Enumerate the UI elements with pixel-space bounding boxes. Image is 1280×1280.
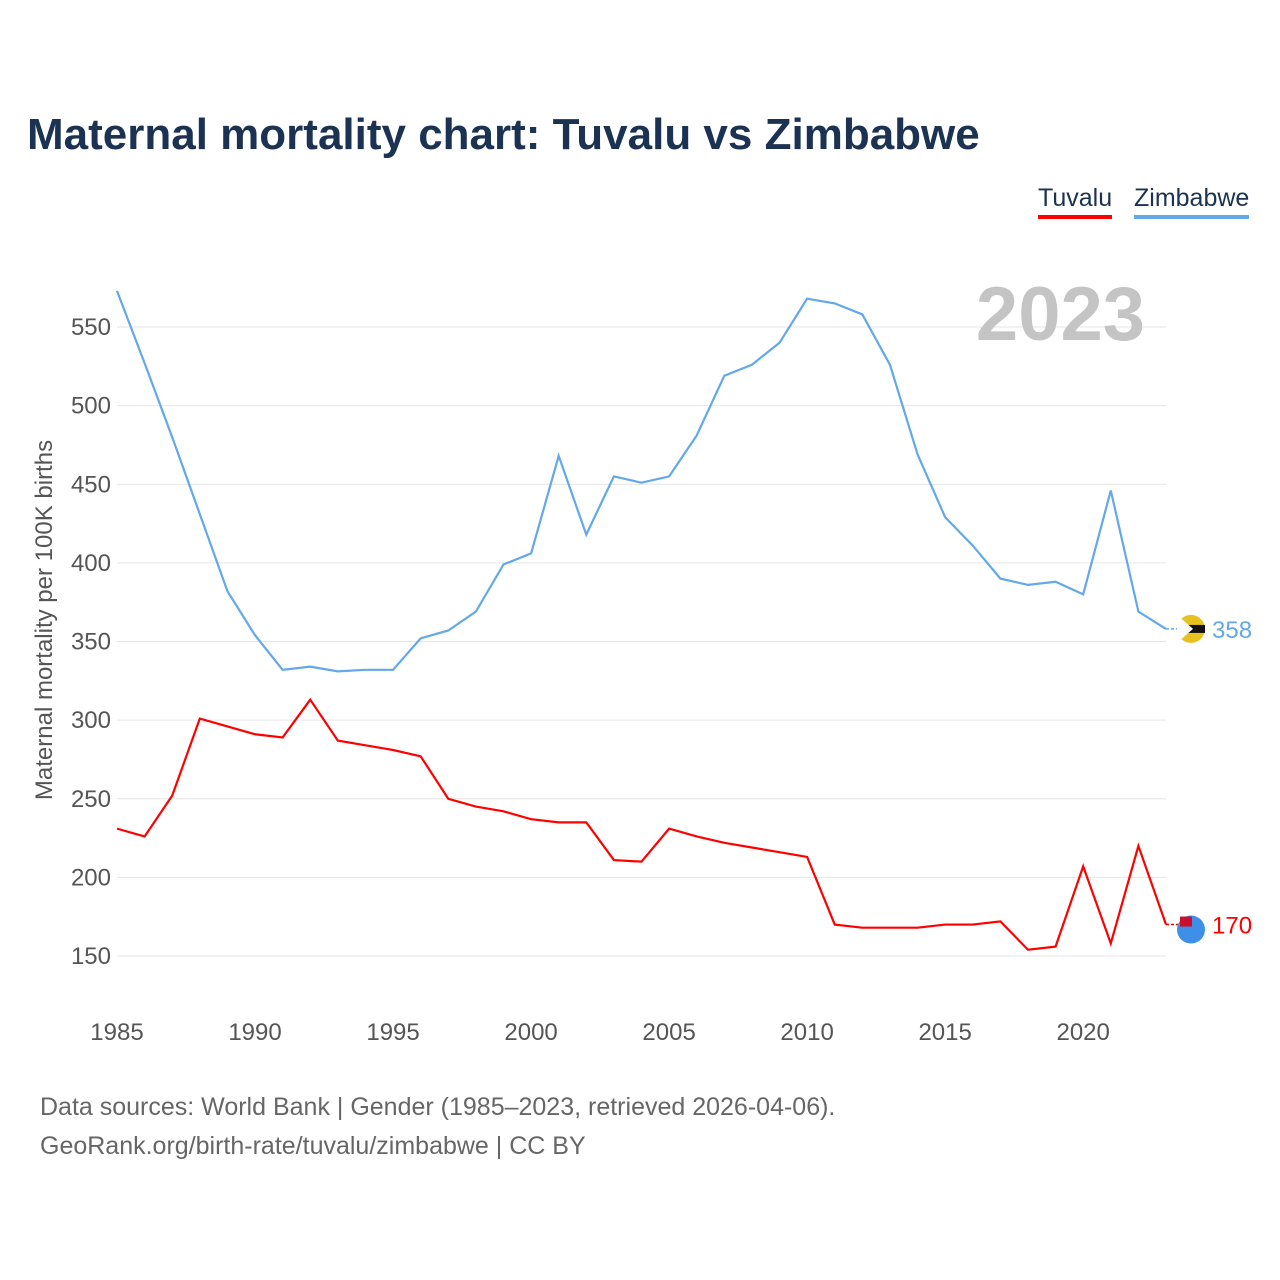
y-tick-label: 450 (71, 471, 111, 498)
y-tick-label: 400 (71, 550, 111, 577)
end-value-label: 170 (1212, 913, 1252, 940)
end-value-label: 358 (1212, 617, 1252, 644)
y-tick-label: 300 (71, 707, 111, 734)
x-tick-label: 1995 (366, 1019, 419, 1046)
x-tick-label: 2010 (780, 1019, 833, 1046)
y-tick-label: 550 (71, 314, 111, 341)
chart-title: Maternal mortality chart: Tuvalu vs Zimb… (27, 110, 980, 159)
series-line-zimbabwe (115, 290, 1167, 673)
y-tick-label: 250 (71, 786, 111, 813)
x-tick-label: 2015 (918, 1019, 971, 1046)
footer: Data sources: World Bank | Gender (1985–… (40, 1088, 835, 1166)
x-tick-label: 2005 (642, 1019, 695, 1046)
y-tick-label: 150 (71, 943, 111, 970)
y-tick-label: 350 (71, 629, 111, 656)
y-tick-label: 200 (71, 864, 111, 891)
x-tick-label: 1990 (228, 1019, 281, 1046)
series-line-tuvalu (116, 697, 1168, 951)
year-label: 2023 (976, 272, 1145, 357)
y-tick-label: 500 (71, 393, 111, 420)
x-tick-label: 2000 (504, 1019, 557, 1046)
y-axis-label: Maternal mortality per 100K births (31, 440, 58, 800)
flag-canton (1180, 916, 1192, 927)
source-note: Data sources: World Bank | Gender (1985–… (40, 1093, 836, 1121)
legend-zimbabwe[interactable]: Zimbabwe (1134, 184, 1250, 219)
legend-tuvalu[interactable]: Tuvalu (1038, 184, 1113, 219)
flag-triangle (1177, 614, 1193, 643)
x-tick-label: 2020 (1056, 1019, 1109, 1046)
source-link[interactable]: GeoRank.org/birth-rate/tuvalu/zimbabwe |… (40, 1132, 586, 1160)
x-tick-label: 1985 (90, 1019, 143, 1046)
